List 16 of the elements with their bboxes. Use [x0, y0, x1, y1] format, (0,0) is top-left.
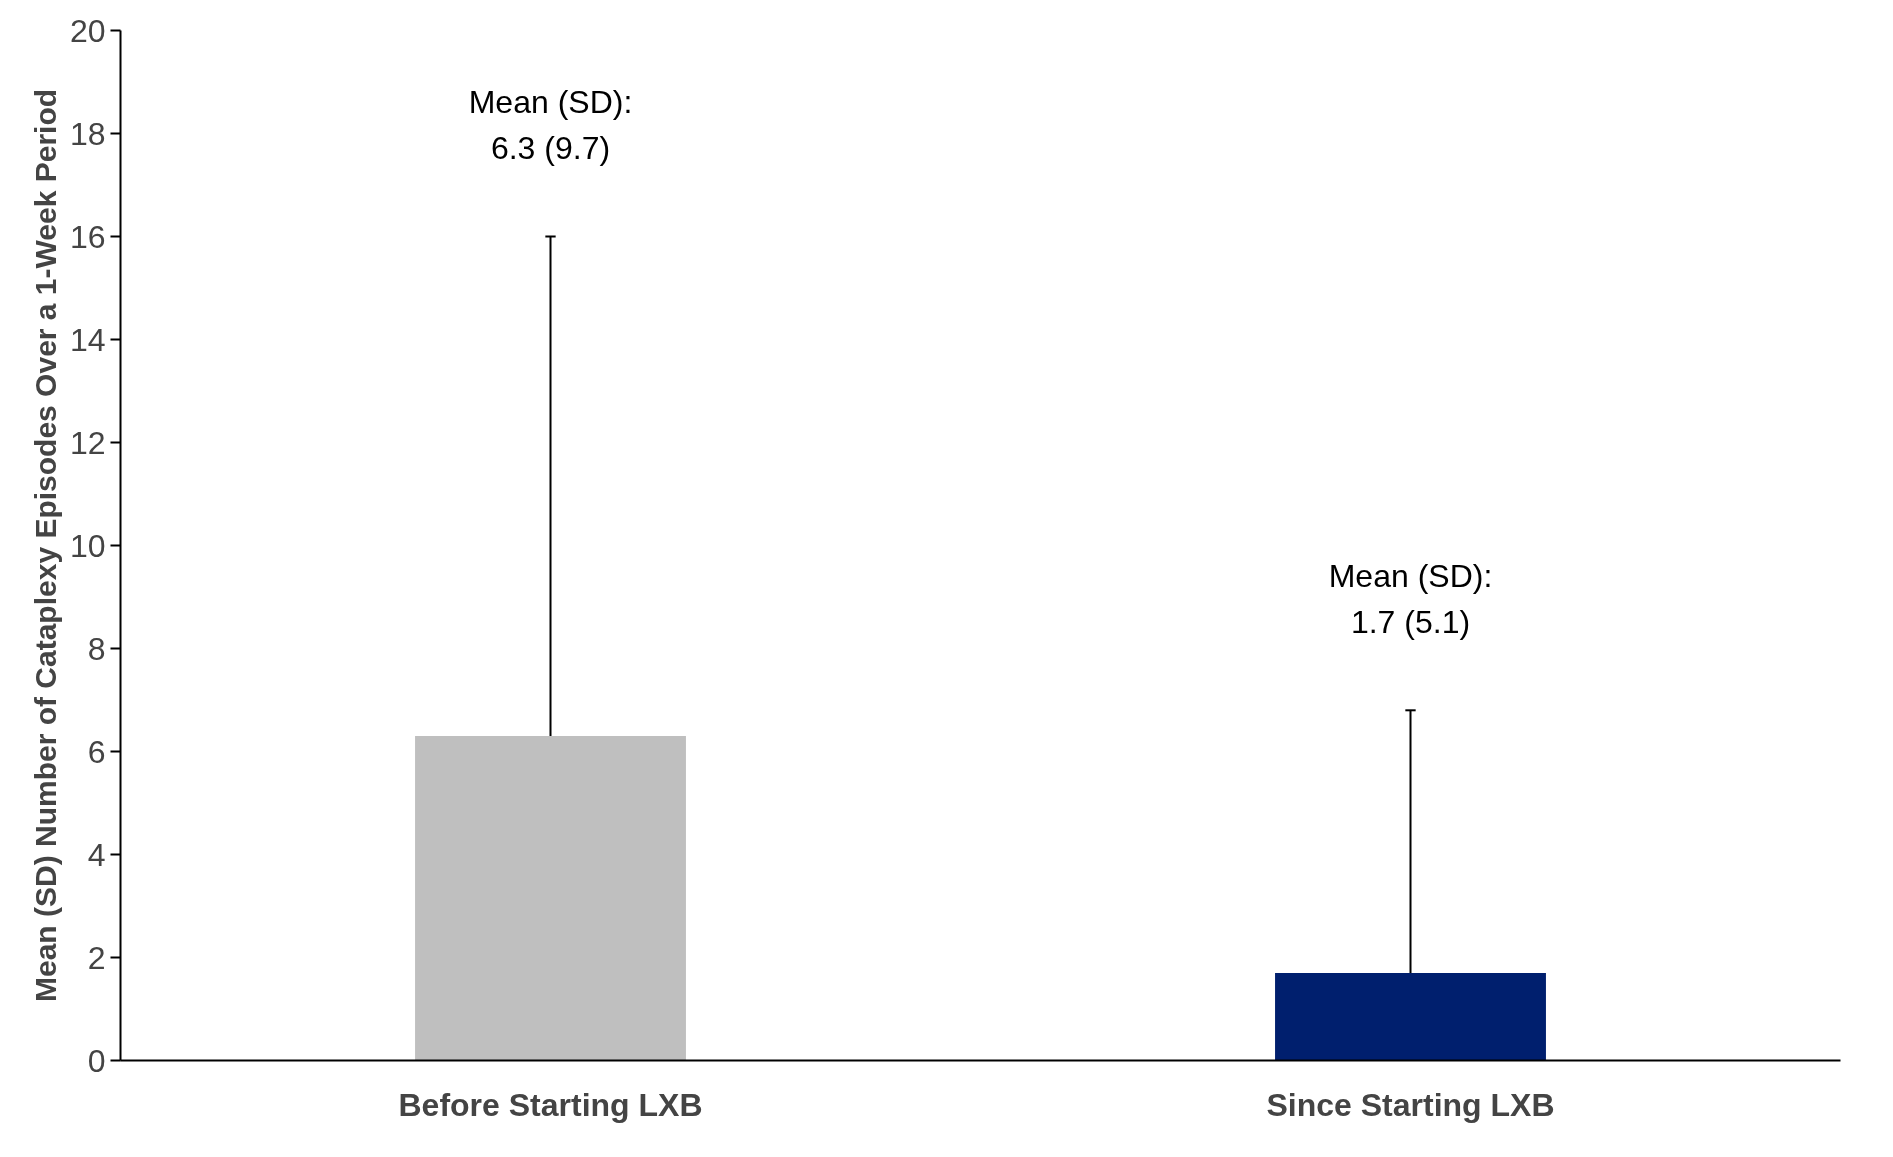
y-tick-label: 18 — [69, 115, 106, 152]
y-tick-label: 6 — [87, 733, 106, 770]
annotation: Mean (SD): 1.7 (5.1) — [1328, 557, 1493, 641]
x-tick-label: Since Starting LXB — [1266, 1086, 1555, 1123]
y-tick-label: 4 — [87, 836, 106, 873]
y-tick-label: 8 — [87, 630, 106, 667]
x-tick-label: Before Starting LXB — [398, 1086, 703, 1123]
y-tick-label: 12 — [69, 424, 106, 461]
y-tick-label: 14 — [69, 321, 106, 358]
y-tick-label: 20 — [69, 12, 106, 49]
y-tick-label: 2 — [87, 939, 106, 976]
y-tick-label: 10 — [69, 527, 106, 564]
y-tick-label: 16 — [69, 218, 106, 255]
annotation: Mean (SD): 6.3 (9.7) — [468, 83, 633, 167]
y-axis-title: Mean (SD) Number of Cataplexy Episodes Over a 1-Week Period — [28, 88, 62, 1003]
y-tick-label: 0 — [87, 1042, 106, 1079]
